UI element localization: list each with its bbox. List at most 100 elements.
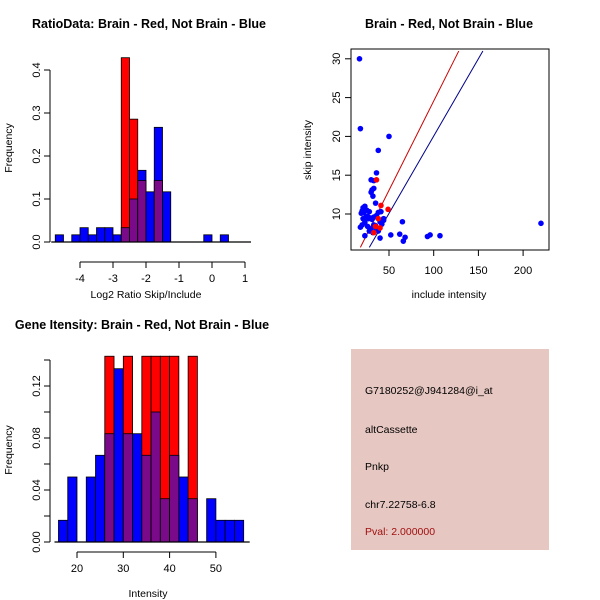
scatter-point-not-brain — [375, 147, 382, 154]
scatter-y-tick-label: 20 — [331, 130, 343, 142]
gene-hist-bar-overlap — [104, 433, 115, 543]
scatter-x-tick-label: 200 — [514, 265, 532, 277]
gene-hist-title: Gene Itensity: Brain - Red, Not Brain - … — [15, 318, 269, 332]
intensity-scatter: Brain - Red, Not Brain - Blue 50 100 150 20… — [302, 17, 550, 301]
gene-hist-bar-not-brain — [58, 519, 69, 543]
gene-intensity-histogram: Gene Itensity: Brain - Red, Not Brain - … — [3, 318, 269, 600]
scatter-point-not-brain — [427, 232, 433, 238]
gene-hist-bar-not-brain — [206, 498, 217, 543]
scatter-point-not-brain — [358, 210, 365, 217]
scatter-point-brain — [385, 206, 391, 213]
gene-hist-y-tick-label: 0.00 — [31, 531, 43, 552]
not-brain-fit-line — [368, 50, 484, 248]
ratio-hist-bar-not-brain — [87, 234, 97, 243]
ratio-hist-x-tick-label: 0 — [209, 273, 215, 285]
gene-hist-x-tick-label: 50 — [210, 563, 222, 575]
gene-info-panel: G7180252@J941284@i_at altCassette Pnkp c… — [351, 349, 549, 550]
ratio-hist-x-tick-label: -1 — [174, 273, 184, 285]
gene-hist-xlabel: Intensity — [128, 588, 168, 600]
scatter-point-brain — [372, 223, 379, 230]
scatter-point-not-brain — [437, 232, 443, 239]
scatter-y-tick-label: 15 — [331, 169, 343, 181]
gene-hist-bar-overlap — [169, 454, 180, 543]
ratio-hist-bar-not-brain — [54, 234, 64, 243]
scatter-point-not-brain — [387, 232, 394, 238]
ratio-hist-bar-not-brain — [145, 191, 155, 243]
gene-hist-x-tick-label: 40 — [163, 563, 175, 575]
gene-hist-bar-overlap — [150, 411, 161, 543]
scatter-y-tick-label: 10 — [331, 208, 343, 220]
ratio-hist-bar-not-brain — [79, 227, 89, 243]
gene-hist-y-tick-label: 0.04 — [31, 479, 43, 500]
ratio-hist-bar-not-brain — [162, 191, 172, 243]
ratio-hist-bar-brain — [120, 57, 130, 243]
ratio-hist-bar-not-brain — [104, 227, 114, 243]
gene-hist-bar-not-brain — [67, 476, 78, 543]
gene-hist-y-tick-label: 0.12 — [31, 375, 43, 396]
gene-hist-bar-not-brain — [132, 433, 143, 543]
scatter-point-not-brain — [370, 193, 376, 199]
gene-hist-x-tick-label: 30 — [117, 563, 129, 575]
ratio-hist-y-tick-label: 0.2 — [31, 148, 43, 163]
ratio-hist-xlabel: Log2 Ratio Skip/Include — [91, 289, 202, 301]
gene-hist-bar-overlap — [187, 498, 198, 543]
gene-hist-bar-not-brain — [224, 519, 235, 543]
scatter-y-tick-label: 30 — [331, 53, 343, 65]
scatter-x-tick-label: 100 — [425, 265, 443, 277]
scatter-point-not-brain — [377, 235, 383, 241]
p-value: Pval: 2.000000 — [365, 526, 436, 538]
scatter-point-not-brain — [402, 234, 408, 241]
gene-hist-bar-overlap — [159, 498, 170, 543]
ratio-hist-y-tick-label: 0.0 — [31, 234, 43, 249]
gene-name: Pnkp — [365, 461, 389, 473]
scatter-point-not-brain — [373, 170, 380, 176]
gene-hist-bar-overlap — [141, 454, 152, 543]
scatter-x-tick-label: 150 — [469, 265, 487, 277]
scatter-point-not-brain — [357, 125, 364, 132]
ratio-hist-y-tick-label: 0.1 — [31, 191, 43, 206]
scatter-point-not-brain — [396, 231, 403, 237]
ratio-hist-bar-overlap — [129, 198, 139, 243]
ratio-hist-bar-not-brain — [203, 234, 213, 243]
ratio-hist-x-tick-label: -2 — [141, 273, 151, 285]
scatter-title: Brain - Red, Not Brain - Blue — [365, 17, 533, 31]
ratio-hist-x-tick-label: 1 — [242, 273, 248, 285]
scatter-point-not-brain — [362, 232, 368, 239]
gene-hist-bar-not-brain — [95, 454, 106, 543]
ratio-hist-bar-not-brain — [71, 234, 81, 243]
ratio-hist-y-tick-label: 0.4 — [31, 62, 43, 77]
gene-hist-bar-not-brain — [85, 476, 96, 543]
scatter-point-not-brain — [399, 218, 406, 225]
scatter-point-not-brain — [386, 133, 392, 140]
ratio-hist-bar-not-brain — [96, 227, 106, 243]
ratio-hist-bar-overlap — [137, 180, 147, 243]
ratio-hist-bar-not-brain — [112, 234, 122, 243]
event-type: altCassette — [365, 424, 418, 436]
ratio-hist-ylabel: Frequency — [3, 122, 15, 172]
ratio-hist-y-tick-label: 0.3 — [31, 105, 43, 120]
gene-hist-bar-not-brain — [113, 368, 124, 543]
scatter-point-not-brain — [378, 208, 384, 215]
scatter-x-tick-label: 50 — [383, 265, 395, 277]
scatter-point-not-brain — [372, 200, 379, 206]
scatter-point-not-brain — [538, 220, 544, 227]
scatter-y-tick-label: 25 — [331, 91, 343, 103]
scatter-point-brain — [373, 177, 380, 183]
scatter-point-brain — [371, 229, 377, 236]
ratio-hist-title: RatioData: Brain - Red, Not Brain - Blue — [32, 17, 266, 31]
gene-hist-ylabel: Frequency — [3, 424, 15, 474]
gene-hist-bar-not-brain — [234, 519, 245, 543]
scatter-point-not-brain — [366, 208, 373, 215]
scatter-plot-box — [350, 48, 550, 251]
scatter-point-brain — [377, 225, 383, 231]
chromosome-location: chr7.22758-6.8 — [365, 499, 436, 511]
gene-hist-x-tick-label: 20 — [71, 563, 83, 575]
gene-hist-bar-not-brain — [215, 519, 226, 543]
ratio-hist-x-tick-label: -4 — [75, 273, 85, 285]
gene-hist-bar-overlap — [122, 433, 133, 543]
gene-hist-y-tick-label: 0.08 — [31, 427, 43, 448]
scatter-xlabel: include intensity — [412, 289, 487, 301]
ratio-hist-x-tick-label: -3 — [108, 273, 118, 285]
gene-hist-bar-not-brain — [178, 476, 189, 543]
